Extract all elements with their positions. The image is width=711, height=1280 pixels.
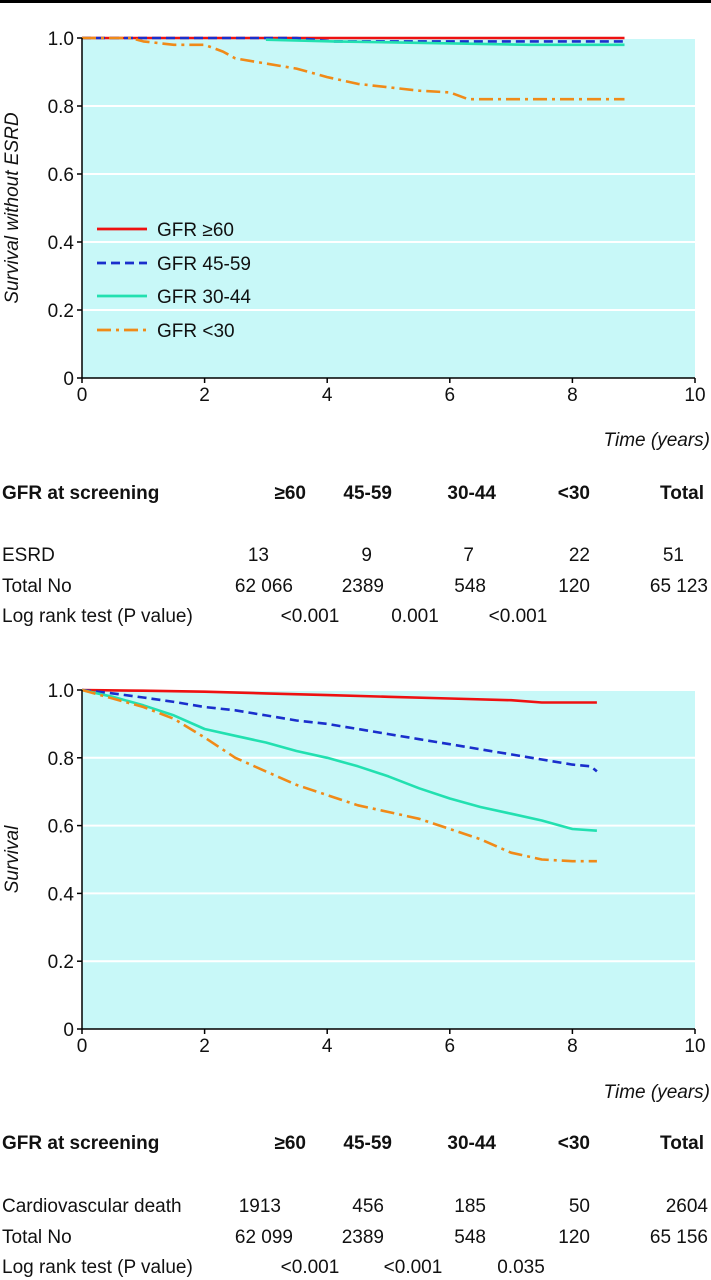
chart1-y-tick-label: 0.2 xyxy=(48,301,74,322)
chart2-x-tick-label: 2 xyxy=(199,1036,210,1057)
table1-header-label: GFR at screening xyxy=(2,483,160,504)
chart1-x-axis-label: Time (years) xyxy=(604,430,710,451)
chart1-y-tick-label: 0.4 xyxy=(48,233,75,254)
chart1-y-tick-label: 0.8 xyxy=(48,97,74,118)
table2-header-30-44: 30-44 xyxy=(447,1133,496,1154)
chart2-plot-area xyxy=(82,690,695,1029)
table2-cell: 2389 xyxy=(341,1227,384,1248)
chart2-series-line xyxy=(81,688,597,863)
chart1-y-tick-label: 0.6 xyxy=(48,165,74,186)
table1-header-total: Total xyxy=(660,483,704,504)
chart1-series-line xyxy=(82,36,625,101)
chart2-y-tick-label: 0.4 xyxy=(48,884,75,905)
table1-logrank-value: <0.001 xyxy=(280,606,340,627)
chart2-y-tick-label: 0 xyxy=(63,1020,74,1041)
table1-cell: 120 xyxy=(558,576,590,597)
chart1-x-tick-label: 6 xyxy=(445,385,456,406)
table2-row-label: Total No xyxy=(2,1227,72,1248)
table2-header-total: Total xyxy=(660,1133,704,1154)
table2-cell: 185 xyxy=(454,1196,486,1217)
table2-cell: 456 xyxy=(352,1196,384,1217)
table1-cell: 65 123 xyxy=(649,576,708,597)
chart2-series-line xyxy=(81,688,597,832)
chart2-x-tick-label: 0 xyxy=(77,1036,88,1057)
top-rule xyxy=(0,0,711,3)
chart1-x-tick-label: 4 xyxy=(322,385,333,406)
table1-logrank-value: 0.001 xyxy=(391,606,439,627)
table1-cell: 2389 xyxy=(341,576,384,597)
table1-header-45-59: 45-59 xyxy=(343,483,392,504)
chart2-y-tick-label: 0.2 xyxy=(48,952,74,973)
chart2-x-tick-label: 6 xyxy=(445,1036,456,1057)
table1-header-lt30: <30 xyxy=(557,483,590,504)
chart2-y-tick-label: 0.6 xyxy=(48,817,74,838)
table2-logrank-value: 0.035 xyxy=(497,1257,545,1278)
table1-row-label: ESRD xyxy=(2,545,55,566)
legend-label: GFR ≥60 xyxy=(157,220,234,241)
table2-row-label: Cardiovascular death xyxy=(2,1196,182,1217)
chart2-x-tick-label: 4 xyxy=(322,1036,333,1057)
chart1-y-tick-label: 1.0 xyxy=(48,29,74,50)
table2-cell: 1913 xyxy=(238,1196,281,1217)
chart1-y-tick-label: 0 xyxy=(63,369,74,390)
table1-cell: 51 xyxy=(662,545,684,566)
chart2-y-axis-label: Survival xyxy=(2,825,23,893)
table1-cell: 9 xyxy=(361,545,372,566)
chart2-series-line xyxy=(81,688,598,773)
legend-label: GFR 45-59 xyxy=(157,254,251,275)
table2-logrank-label: Log rank test (P value) xyxy=(2,1257,193,1278)
table2-cell: 120 xyxy=(558,1227,590,1248)
chart1-series-line xyxy=(265,38,625,47)
legend-label: GFR 30-44 xyxy=(157,287,251,308)
table1-header-ge60: ≥60 xyxy=(274,483,306,504)
chart2-y-tick-label: 1.0 xyxy=(48,681,74,702)
table2-logrank-value: <0.001 xyxy=(383,1257,443,1278)
table2-cell: 548 xyxy=(454,1227,486,1248)
chart2-x-tick-label: 8 xyxy=(567,1036,578,1057)
table1-cell: 7 xyxy=(463,545,474,566)
chart1-y-axis-label: Survival without ESRD xyxy=(2,112,23,303)
table2-header-label: GFR at screening xyxy=(2,1133,160,1154)
table1-logrank-value: <0.001 xyxy=(488,606,548,627)
chart2-y-tick-label: 0.8 xyxy=(48,749,74,770)
chart1-x-tick-label: 2 xyxy=(199,385,210,406)
table2-logrank-value: <0.001 xyxy=(280,1257,340,1278)
table2-cell: 65 156 xyxy=(649,1227,708,1248)
chart2-series-line xyxy=(81,688,597,704)
table1-row-label: Total No xyxy=(2,576,72,597)
table1-cell: 62 066 xyxy=(234,576,293,597)
table2-header-45-59: 45-59 xyxy=(343,1133,392,1154)
table1-cell: 22 xyxy=(568,545,590,566)
table1-cell: 548 xyxy=(454,576,486,597)
table1-header-30-44: 30-44 xyxy=(447,483,496,504)
chart1-x-tick-label: 10 xyxy=(684,385,705,406)
table2-cell: 62 099 xyxy=(234,1227,293,1248)
table2-header-lt30: <30 xyxy=(557,1133,590,1154)
table2-cell: 50 xyxy=(568,1196,590,1217)
chart2-x-axis-label: Time (years) xyxy=(604,1082,710,1103)
table2-cell: 2604 xyxy=(665,1196,708,1217)
legend-label: GFR <30 xyxy=(157,321,235,342)
chart1-x-tick-label: 0 xyxy=(77,385,88,406)
chart1-x-tick-label: 8 xyxy=(567,385,578,406)
table2-header-ge60: ≥60 xyxy=(274,1133,306,1154)
table1-cell: 13 xyxy=(247,545,269,566)
chart2-x-tick-label: 10 xyxy=(684,1036,705,1057)
table1-logrank-label: Log rank test (P value) xyxy=(2,606,193,627)
chart1-plot-area xyxy=(82,38,695,378)
